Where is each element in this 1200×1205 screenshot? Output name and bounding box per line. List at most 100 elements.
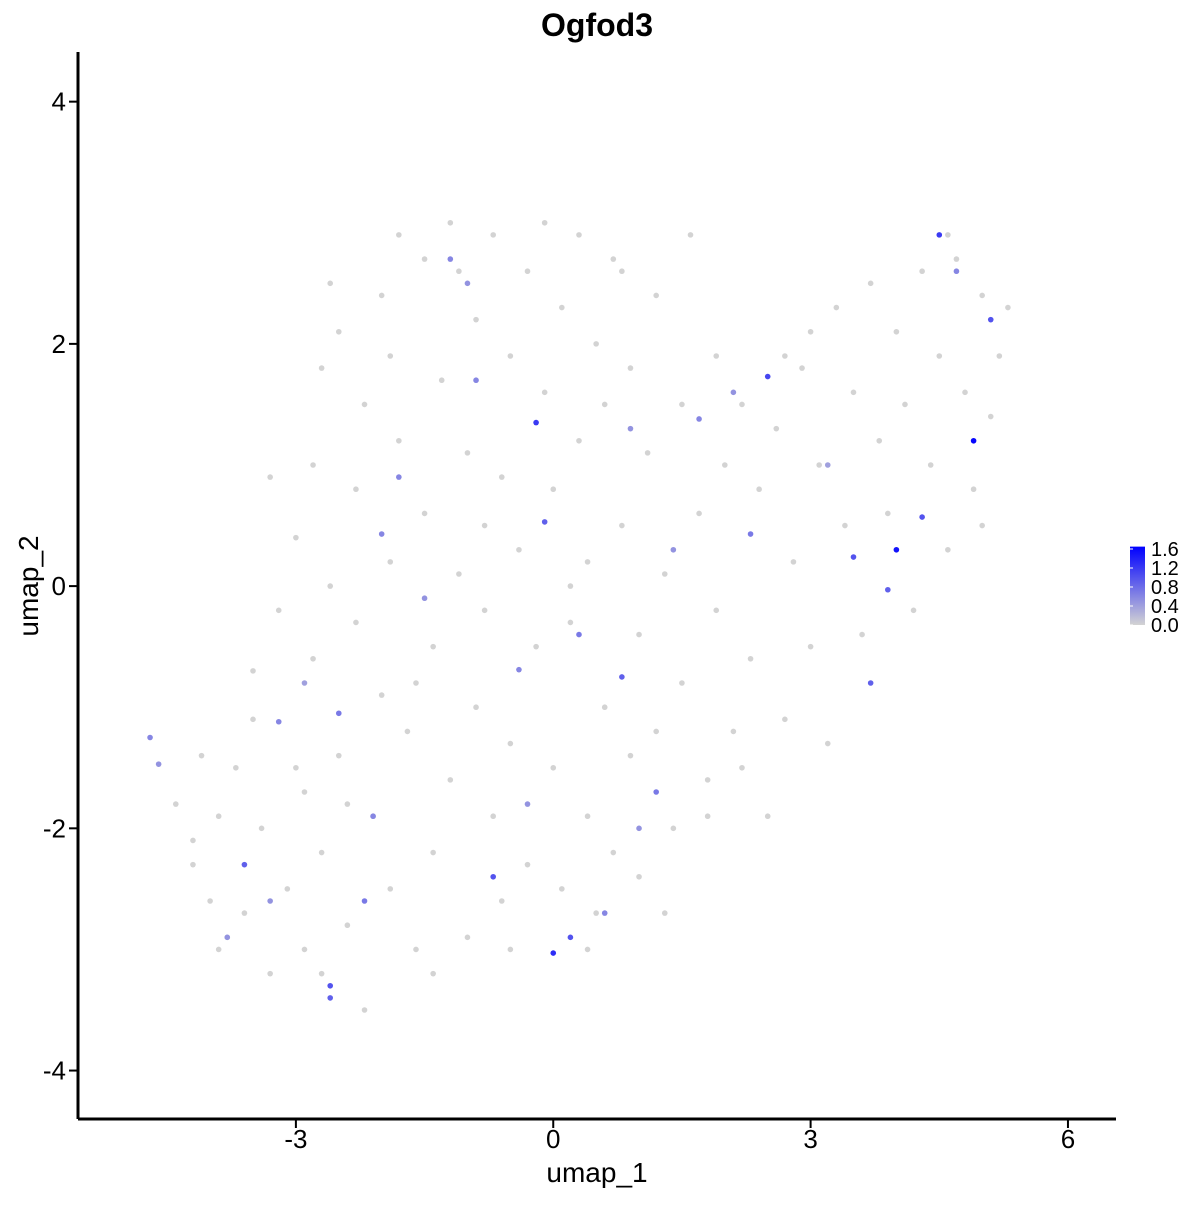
- point: [936, 353, 943, 359]
- point: [584, 946, 591, 953]
- point: [816, 462, 822, 468]
- point: [327, 280, 334, 287]
- x-tick-label: 3: [803, 1124, 817, 1154]
- point: [619, 674, 625, 680]
- point: [559, 304, 565, 311]
- colorbar: [1130, 546, 1145, 625]
- point: [421, 256, 428, 262]
- point: [953, 268, 960, 275]
- point: [584, 813, 591, 820]
- point: [516, 546, 522, 553]
- x-tick-label: 6: [1061, 1124, 1075, 1154]
- point: [859, 631, 865, 638]
- point: [567, 934, 574, 941]
- point: [987, 413, 994, 420]
- point: [850, 389, 857, 396]
- y-tick-label: 2: [52, 329, 66, 359]
- point: [764, 373, 771, 380]
- point: [704, 813, 711, 820]
- point: [490, 232, 497, 238]
- point: [970, 437, 977, 444]
- chart-title: Ogfod3: [541, 7, 653, 43]
- point: [447, 256, 454, 262]
- point: [318, 365, 325, 371]
- point: [190, 861, 196, 868]
- point: [396, 474, 402, 480]
- point: [893, 328, 900, 335]
- point: [782, 716, 788, 723]
- point: [979, 292, 985, 299]
- colorbar-tick-label: 1.6: [1151, 539, 1179, 561]
- point: [524, 268, 531, 275]
- point: [679, 401, 685, 408]
- point: [945, 546, 951, 553]
- point: [370, 813, 376, 820]
- point: [413, 946, 419, 953]
- point: [739, 764, 745, 771]
- point: [567, 619, 574, 626]
- point: [747, 655, 754, 662]
- point: [344, 922, 351, 929]
- point: [524, 861, 531, 868]
- point: [550, 764, 557, 771]
- point: [962, 389, 968, 396]
- point: [833, 304, 840, 311]
- point: [790, 559, 797, 565]
- point: [842, 522, 848, 529]
- point: [490, 873, 497, 880]
- x-tick-label: 0: [546, 1124, 560, 1154]
- point: [447, 219, 454, 226]
- point: [301, 680, 308, 686]
- colorbar-tick-label: 0.8: [1151, 577, 1179, 599]
- x-tick-label: -3: [284, 1124, 307, 1154]
- point: [516, 666, 522, 673]
- point: [773, 425, 780, 432]
- point: [396, 232, 402, 238]
- point: [378, 692, 385, 698]
- point: [447, 777, 454, 783]
- y-axis-label: umap_2: [13, 535, 44, 636]
- point: [335, 752, 342, 759]
- point: [593, 910, 599, 916]
- point: [541, 389, 548, 396]
- point: [507, 946, 514, 953]
- point: [310, 462, 316, 468]
- colorbar-tick-label: 1.2: [1151, 558, 1179, 580]
- point: [713, 353, 720, 359]
- point: [661, 910, 668, 916]
- point: [567, 583, 574, 589]
- point: [987, 316, 994, 323]
- point: [713, 607, 720, 614]
- point: [593, 341, 599, 347]
- point: [353, 486, 359, 493]
- point: [747, 531, 754, 537]
- point: [378, 292, 385, 299]
- colorbar-tick-label: 0.4: [1151, 596, 1179, 618]
- point: [885, 586, 891, 593]
- point: [327, 995, 334, 1001]
- point: [438, 377, 445, 384]
- y-tick-label: -4: [43, 1056, 66, 1086]
- point: [696, 510, 702, 517]
- point: [867, 280, 874, 287]
- point: [867, 680, 874, 686]
- point: [233, 764, 239, 771]
- point: [318, 849, 325, 856]
- point: [584, 559, 591, 565]
- point: [610, 256, 617, 262]
- point: [507, 740, 514, 747]
- point: [267, 970, 273, 977]
- point: [996, 353, 1003, 359]
- point: [679, 680, 685, 686]
- point: [979, 522, 985, 529]
- point: [387, 559, 394, 565]
- point: [147, 734, 153, 741]
- point: [533, 643, 539, 650]
- point: [807, 328, 814, 335]
- point: [387, 886, 394, 892]
- point: [430, 849, 436, 856]
- point: [644, 450, 651, 456]
- point: [250, 716, 256, 723]
- point: [910, 607, 917, 614]
